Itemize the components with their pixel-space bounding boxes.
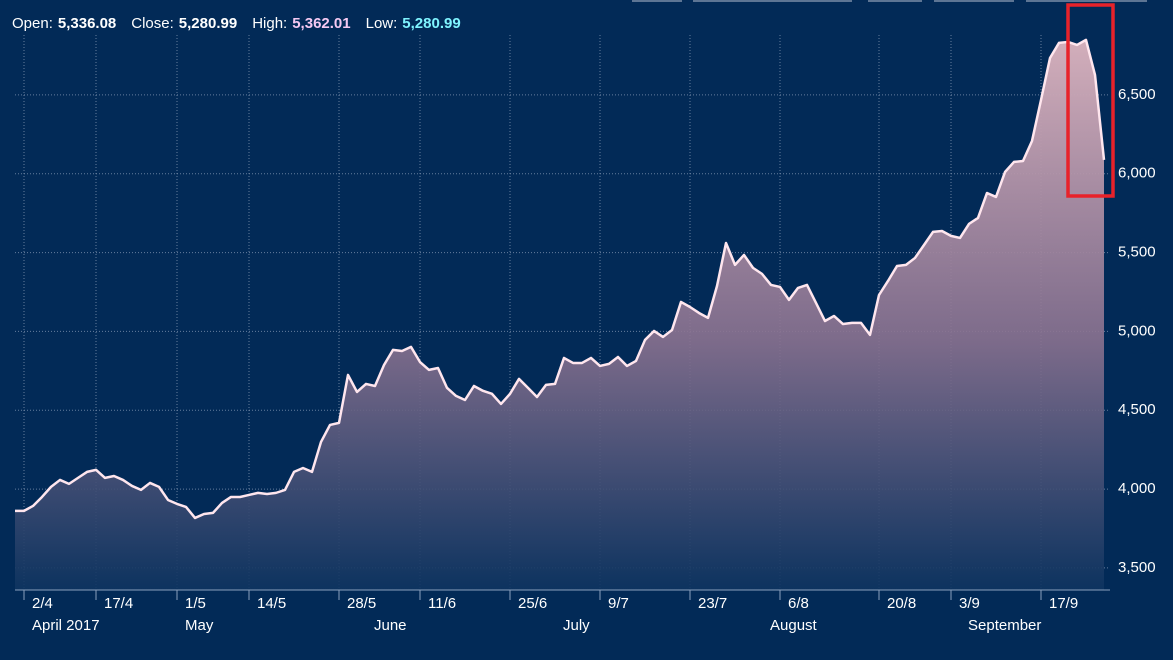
tab[interactable] <box>934 0 1014 2</box>
tab[interactable] <box>1026 0 1147 2</box>
y-tick-label: 5,500 <box>1118 244 1156 261</box>
y-tick-label: 5,000 <box>1118 322 1156 339</box>
y-tick-label: 3,500 <box>1118 559 1156 576</box>
x-tick-label: 14/5 <box>257 595 286 612</box>
x-group-label: June <box>374 617 407 634</box>
highlight-box <box>1066 3 1115 198</box>
plot-area: 3,500 4,000 4,500 5,000 5,500 6,000 6,500 2/4 17… <box>15 35 1156 634</box>
top-tabs <box>632 0 1147 2</box>
x-tick-label: 6/8 <box>788 595 809 612</box>
x-tick-label: 20/8 <box>887 595 916 612</box>
x-group-label: September <box>968 617 1041 634</box>
x-tick-label: 2/4 <box>32 595 53 612</box>
ohlc-value: 5,280.99 <box>402 15 460 32</box>
x-tick-label: 17/9 <box>1049 595 1078 612</box>
ohlc-label: Open: <box>12 15 53 32</box>
x-group-label: July <box>563 617 590 634</box>
line <box>15 38 1106 520</box>
tab[interactable] <box>693 0 852 2</box>
x-group-label: April 2017 <box>32 617 100 634</box>
ohlc-value: 5,336.08 <box>58 15 116 32</box>
x-tick-label: 17/4 <box>104 595 133 612</box>
y-tick-label: 4,000 <box>1118 480 1156 497</box>
x-group-label: August <box>770 617 818 634</box>
x-tick-label: 11/6 <box>428 595 456 612</box>
y-tick-label: 6,500 <box>1118 86 1156 103</box>
y-tick-label: 4,500 <box>1118 401 1156 418</box>
ohlc-header: Open: 5,336.08 Close: 5,280.99 High: 5,362.01… <box>12 15 461 32</box>
ohlc-value: 5,280.99 <box>179 15 237 32</box>
ohlc-label: High: <box>252 15 287 32</box>
ohlc-value: 5,362.01 <box>292 15 350 32</box>
x-tick-label: 9/7 <box>608 595 629 612</box>
ohlc-label: Low: <box>366 15 398 32</box>
x-tick-label: 3/9 <box>959 595 980 612</box>
tab[interactable] <box>868 0 922 2</box>
x-tick-label: 1/5 <box>185 595 206 612</box>
area <box>15 39 1104 591</box>
x-group-label: May <box>185 617 214 634</box>
y-tick-label: 6,000 <box>1118 165 1156 182</box>
x-tick-label: 23/7 <box>698 595 727 612</box>
ohlc-label: Close: <box>131 15 174 32</box>
x-tick-label: 28/5 <box>347 595 376 612</box>
x-tick-label: 25/6 <box>518 595 547 612</box>
tab[interactable] <box>632 0 682 2</box>
